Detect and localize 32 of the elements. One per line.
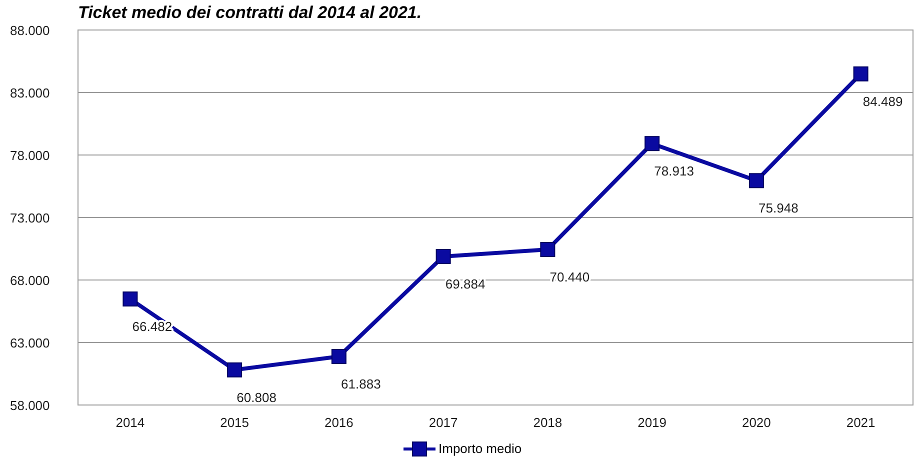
point	[122, 291, 138, 306]
point	[436, 248, 451, 264]
data-label: 78.913	[654, 164, 694, 179]
data-label: 75.948	[758, 200, 798, 216]
x-tick-label: 2017	[428, 415, 458, 430]
x-tick-label: 2014	[116, 415, 145, 430]
point	[331, 348, 346, 364]
y-tick-label: 58.000	[10, 398, 50, 413]
data-label: 69.884	[445, 276, 486, 292]
y-tick-label: 83.000	[10, 86, 50, 100]
x-tick-label: 2019	[638, 415, 667, 430]
y-tick-label: 68.000	[10, 273, 50, 288]
y-tick-label: 78.000	[10, 148, 50, 163]
point	[853, 66, 868, 82]
point	[540, 242, 556, 257]
chart-title: Ticket medio dei contratti dal 2014 al 2021.	[78, 3, 422, 22]
y-tick-label: 63.000	[10, 336, 50, 350]
data-label: 60.808	[236, 390, 276, 405]
data-label: 84.489	[862, 94, 903, 109]
x-tick-label: 2021	[846, 415, 876, 430]
x-tick-label: 2020	[742, 415, 771, 430]
data-label: 61.883	[341, 376, 381, 392]
x-tick-label: 2018	[533, 415, 562, 430]
point	[644, 136, 660, 152]
y-tick-label: 73.000	[10, 210, 50, 226]
point	[227, 362, 242, 378]
x-tick-label: 2016	[324, 415, 354, 430]
point	[748, 173, 764, 188]
y-tick-label: 88.000	[10, 23, 50, 38]
legend-label: Importo medio	[438, 441, 522, 456]
x-tick-label: 2015	[220, 415, 250, 430]
data-label: 70.440	[550, 270, 590, 284]
